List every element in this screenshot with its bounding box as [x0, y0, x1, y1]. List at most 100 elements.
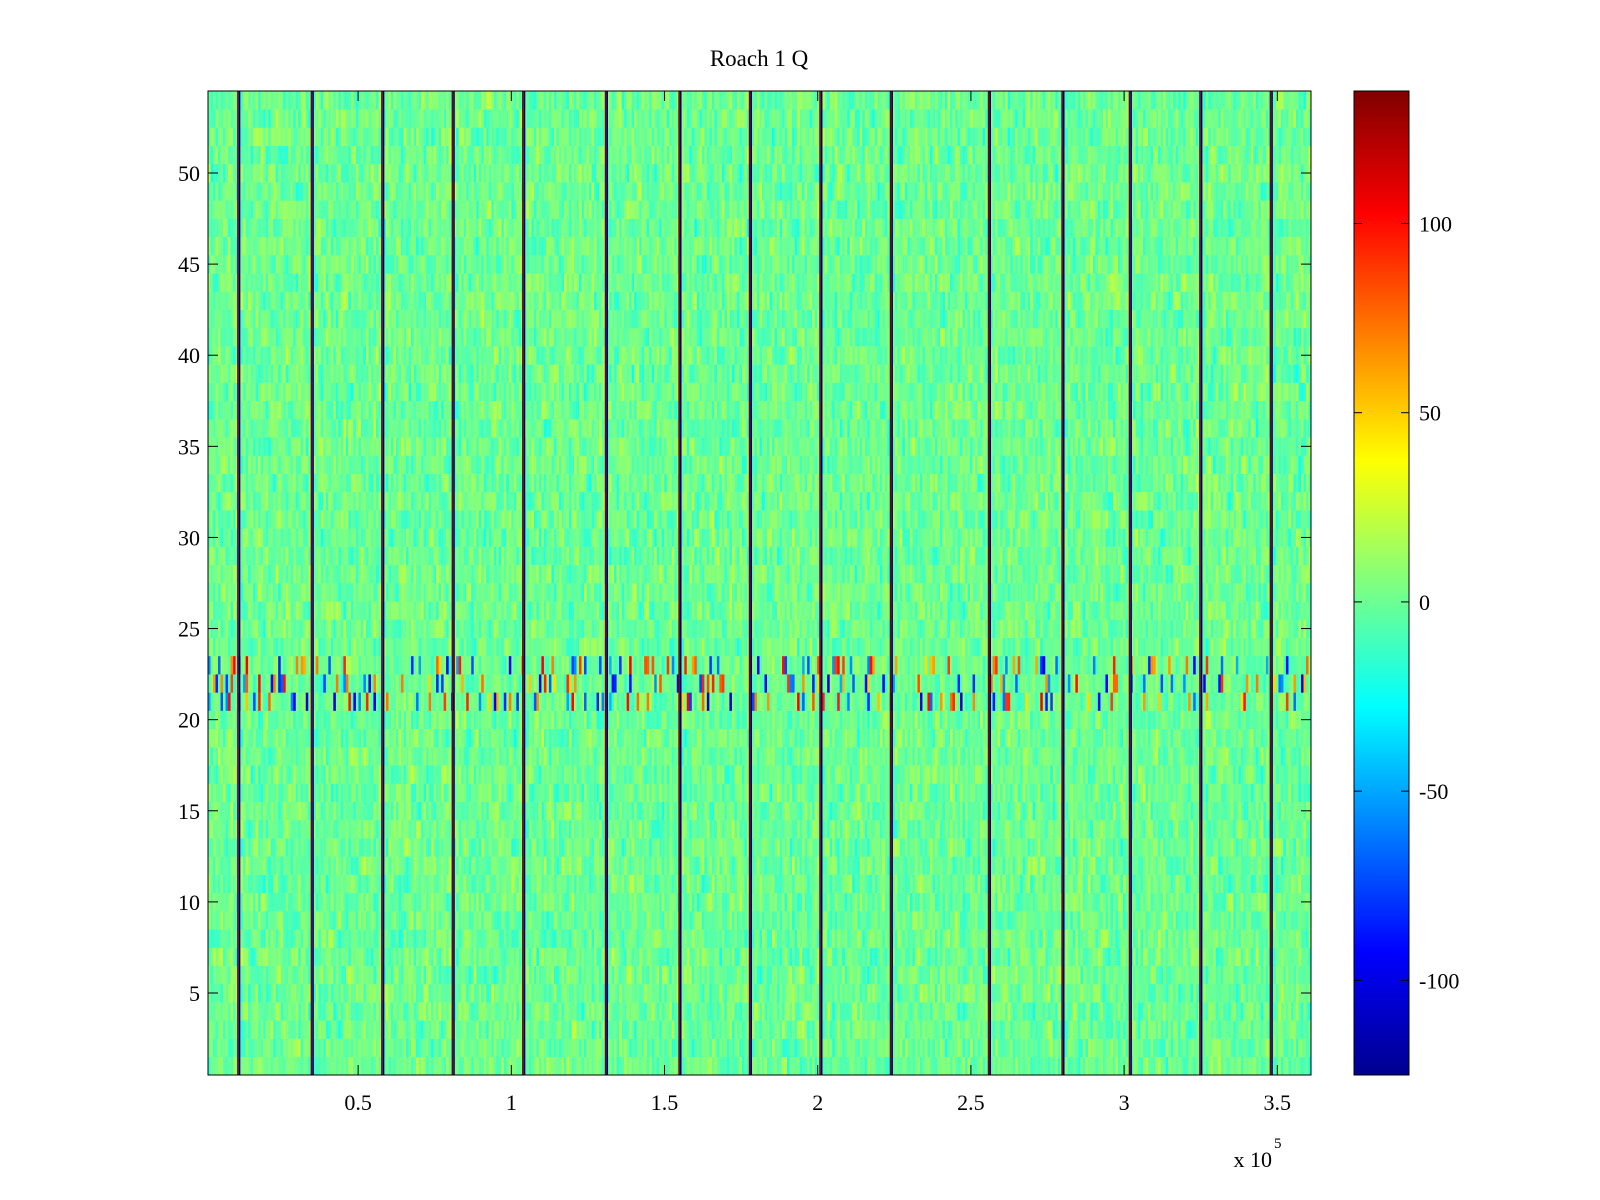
heatmap-cell — [1208, 1002, 1212, 1021]
heatmap-cell — [1105, 1038, 1109, 1058]
heatmap-cell — [448, 1038, 452, 1058]
heatmap-cell — [1012, 1002, 1016, 1021]
heatmap-cell — [721, 1038, 725, 1058]
heatmap-cell — [421, 874, 424, 894]
heatmap-cell — [804, 1020, 808, 1039]
heatmap-cell — [764, 874, 768, 894]
heatmap-cell — [496, 892, 500, 912]
heatmap-cell — [511, 1038, 515, 1058]
heatmap-cell — [574, 1002, 577, 1021]
heatmap-cell — [879, 947, 883, 966]
heatmap-cell — [854, 1056, 858, 1075]
heatmap-cell — [1040, 874, 1044, 894]
heatmap-cell — [1025, 929, 1029, 948]
heatmap-cell — [1133, 874, 1136, 894]
heatmap-cell — [599, 1056, 602, 1075]
heatmap-cell — [691, 892, 695, 912]
heatmap-cell — [1183, 929, 1186, 948]
heatmap-cell — [947, 929, 951, 948]
heatmap-cell — [937, 965, 941, 985]
heatmap-cell — [917, 1020, 921, 1039]
heatmap-cell — [899, 929, 903, 948]
heatmap-cell — [874, 1020, 878, 1039]
heatmap-cell — [829, 1002, 833, 1021]
heatmap-cell — [759, 1020, 763, 1039]
heatmap-cell — [313, 1056, 317, 1075]
heatmap-cell — [686, 892, 690, 912]
heatmap-cell — [413, 965, 417, 985]
heatmap-cell — [496, 947, 500, 966]
heatmap-cell — [939, 929, 943, 948]
heatmap-cell — [1143, 911, 1146, 930]
heatmap-cell — [568, 874, 572, 894]
heatmap-cell — [1278, 965, 1282, 985]
heatmap-cell — [230, 892, 234, 912]
heatmap-cell — [408, 1056, 412, 1075]
heatmap-cell — [962, 892, 966, 912]
heatmap-cell — [413, 947, 417, 966]
heatmap-cell — [1185, 1056, 1189, 1075]
heatmap-cell — [616, 1020, 620, 1039]
heatmap-cell — [884, 911, 888, 930]
heatmap-cell — [1007, 892, 1011, 912]
heatmap-cell — [448, 911, 452, 930]
heatmap-cell — [388, 892, 392, 912]
heatmap-cell — [907, 892, 911, 912]
heatmap-cell — [1280, 1002, 1284, 1021]
heatmap-cell — [849, 983, 853, 1003]
heatmap-cell — [1030, 1056, 1034, 1075]
heatmap-cell — [1080, 1020, 1084, 1039]
heatmap-cell — [323, 929, 327, 948]
heatmap-cell — [506, 911, 510, 930]
heatmap-cell — [584, 947, 587, 966]
heatmap-cell — [596, 874, 600, 894]
heatmap-cell — [852, 1038, 856, 1058]
heatmap-cell — [463, 1056, 467, 1075]
heatmap-cell — [1117, 947, 1121, 966]
heatmap-cell — [802, 929, 805, 948]
heatmap-cell — [478, 856, 482, 875]
heatmap-cell — [882, 983, 886, 1003]
heatmap-cell — [952, 1056, 956, 1075]
heatmap-cell — [746, 892, 750, 912]
heatmap-cell — [970, 1020, 973, 1039]
heatmap-cell — [1280, 983, 1284, 1003]
heatmap-cell — [581, 856, 585, 875]
heatmap-cell — [909, 983, 913, 1003]
heatmap-cell — [471, 1020, 475, 1039]
heatmap-cell — [571, 965, 575, 985]
heatmap-cell — [1190, 1038, 1194, 1058]
heatmap-cell — [360, 947, 364, 966]
heatmap-cell — [1015, 911, 1019, 930]
heatmap-cell — [939, 892, 943, 912]
heatmap-cell — [714, 1020, 718, 1039]
heatmap-cell — [1255, 911, 1259, 930]
heatmap-cell — [1000, 1020, 1003, 1039]
heatmap-cell — [313, 965, 317, 985]
heatmap-cell — [1228, 1002, 1232, 1021]
heatmap-cell — [779, 1056, 783, 1075]
heatmap-cell — [614, 929, 617, 948]
heatmap-cell — [1035, 983, 1039, 1003]
heatmap-cell — [847, 1038, 851, 1058]
heatmap-cell — [1170, 1056, 1174, 1075]
heatmap-cell — [809, 983, 813, 1003]
heatmap-cell — [446, 856, 449, 875]
heatmap-cell — [849, 1002, 853, 1021]
heatmap-cell — [318, 947, 322, 966]
heatmap-cell — [1163, 947, 1166, 966]
heatmap-cell — [644, 1020, 647, 1039]
heatmap-cell — [922, 983, 926, 1003]
heatmap-cell — [233, 1056, 236, 1075]
heatmap-cell — [914, 874, 918, 894]
heatmap-cell — [581, 911, 585, 930]
heatmap-cell — [874, 874, 878, 894]
heatmap-cell — [576, 947, 580, 966]
heatmap-cell — [814, 947, 818, 966]
heatmap-cell — [704, 929, 708, 948]
heatmap-cell — [533, 1056, 537, 1075]
heatmap-cell — [661, 1056, 665, 1075]
heatmap-cell — [280, 1056, 284, 1075]
heatmap-cell — [398, 929, 402, 948]
heatmap-cell — [849, 892, 853, 912]
